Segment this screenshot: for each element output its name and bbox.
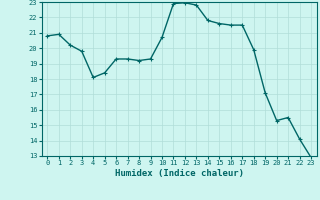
X-axis label: Humidex (Indice chaleur): Humidex (Indice chaleur) xyxy=(115,169,244,178)
